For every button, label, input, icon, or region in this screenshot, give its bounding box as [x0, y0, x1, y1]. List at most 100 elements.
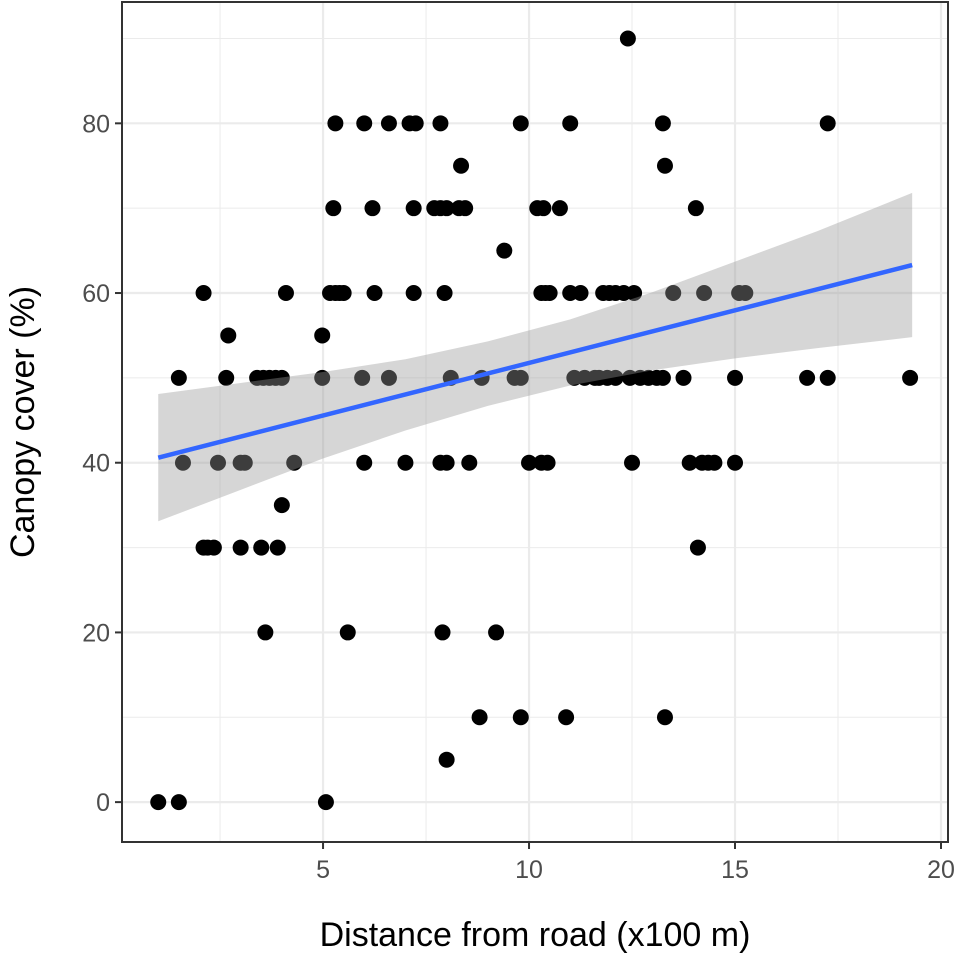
- data-point: [706, 454, 723, 471]
- y-tick-label: 80: [82, 110, 110, 138]
- data-point: [675, 369, 692, 386]
- data-point: [232, 539, 249, 556]
- data-point: [209, 454, 226, 471]
- data-point: [434, 624, 451, 641]
- data-point: [436, 285, 453, 302]
- data-point: [380, 369, 397, 386]
- data-point: [696, 285, 713, 302]
- y-axis-title: Canopy cover (%): [4, 286, 42, 558]
- data-point: [273, 369, 290, 386]
- data-point: [624, 454, 641, 471]
- data-point: [689, 539, 706, 556]
- data-point: [314, 327, 331, 344]
- data-point: [170, 794, 187, 811]
- data-point: [512, 709, 529, 726]
- x-tick-label: 5: [316, 856, 330, 884]
- grid: [122, 2, 948, 842]
- confidence-band: [158, 192, 913, 522]
- data-point: [253, 539, 270, 556]
- data-point: [286, 454, 303, 471]
- data-point: [727, 454, 744, 471]
- data-point: [687, 200, 704, 217]
- data-point: [170, 369, 187, 386]
- data-points: [150, 30, 919, 811]
- data-point: [819, 369, 836, 386]
- axis-ticks: 5 10 15 20 0 20 40 60 80: [82, 110, 955, 884]
- data-point: [654, 369, 671, 386]
- data-point: [356, 115, 373, 132]
- y-tick-label: 60: [82, 280, 110, 308]
- data-point: [327, 115, 344, 132]
- data-point: [541, 285, 558, 302]
- data-point: [335, 285, 352, 302]
- data-point: [366, 285, 383, 302]
- panel-border: [121, 1, 949, 843]
- y-tick-label: 20: [82, 619, 110, 647]
- y-tick-label: 40: [82, 450, 110, 478]
- data-point: [681, 454, 698, 471]
- data-point: [432, 115, 449, 132]
- data-point: [405, 285, 422, 302]
- data-point: [737, 285, 754, 302]
- data-point: [496, 242, 513, 259]
- x-tick-label: 20: [927, 856, 955, 884]
- data-point: [438, 751, 455, 768]
- data-point: [195, 285, 212, 302]
- data-point: [397, 454, 414, 471]
- x-tick-label: 15: [721, 856, 749, 884]
- y-tick-label: 0: [96, 789, 110, 817]
- data-point: [457, 200, 474, 217]
- data-point: [654, 115, 671, 132]
- data-point: [220, 327, 237, 344]
- data-point: [325, 200, 342, 217]
- data-point: [317, 794, 334, 811]
- data-point: [339, 624, 356, 641]
- data-point: [558, 709, 575, 726]
- data-point: [562, 115, 579, 132]
- data-point: [364, 200, 381, 217]
- data-point: [521, 454, 538, 471]
- data-point: [438, 200, 455, 217]
- data-point: [539, 454, 556, 471]
- data-point: [205, 539, 222, 556]
- data-point: [438, 454, 455, 471]
- data-point: [512, 115, 529, 132]
- data-point: [551, 200, 568, 217]
- data-point: [356, 454, 373, 471]
- data-point: [572, 285, 589, 302]
- data-point: [218, 369, 235, 386]
- data-point: [314, 369, 331, 386]
- data-point: [471, 709, 488, 726]
- data-point: [656, 157, 673, 174]
- data-point: [902, 369, 919, 386]
- data-point: [273, 497, 290, 514]
- data-point: [665, 285, 682, 302]
- data-point: [174, 454, 191, 471]
- data-point: [461, 454, 478, 471]
- regression-layer: [157, 192, 913, 522]
- data-point: [488, 624, 505, 641]
- data-point: [819, 115, 836, 132]
- data-point: [150, 794, 167, 811]
- data-point: [799, 369, 816, 386]
- data-point: [453, 157, 470, 174]
- panel-background: [122, 2, 948, 842]
- x-axis-title: Distance from road (x100 m): [320, 916, 751, 954]
- data-point: [354, 369, 371, 386]
- data-point: [535, 200, 552, 217]
- data-point: [607, 369, 624, 386]
- data-point: [269, 539, 286, 556]
- data-point: [656, 709, 673, 726]
- data-point: [626, 285, 643, 302]
- data-point: [619, 30, 636, 47]
- data-point: [277, 285, 294, 302]
- data-point: [407, 115, 424, 132]
- data-point: [405, 200, 422, 217]
- data-point: [727, 369, 744, 386]
- regression-line: [157, 262, 913, 460]
- data-point: [380, 115, 397, 132]
- x-tick-label: 10: [515, 856, 543, 884]
- data-point: [236, 454, 253, 471]
- data-point: [257, 624, 274, 641]
